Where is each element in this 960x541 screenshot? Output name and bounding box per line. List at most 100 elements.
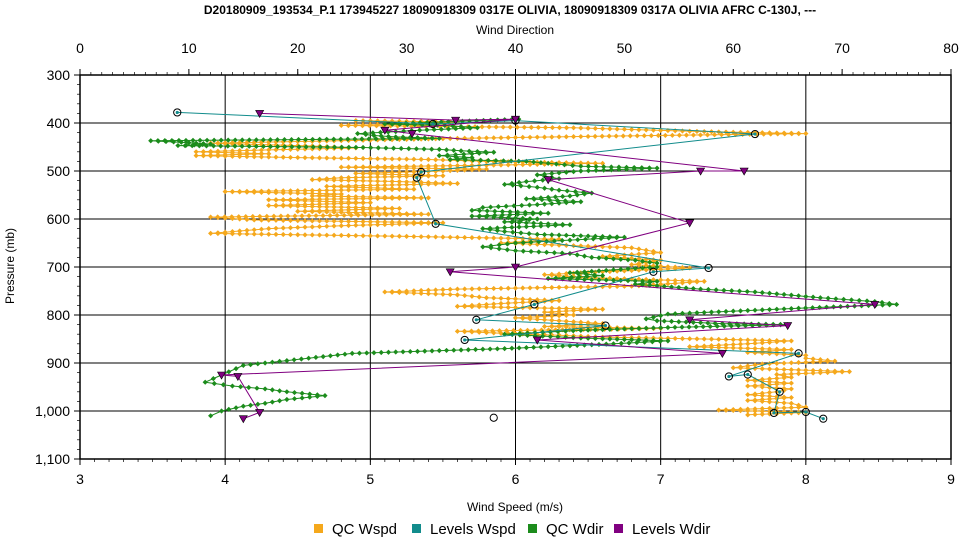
data-point [534,231,540,237]
data-point [316,223,323,230]
data-point [462,303,468,310]
data-point [313,354,319,360]
data-point [299,395,305,401]
data-point [310,136,316,143]
data-point [451,147,457,153]
data-point [296,144,302,150]
data-point [355,130,361,137]
data-point [723,308,729,315]
data-point [541,134,548,140]
data-point [650,127,657,133]
data-point [574,192,580,198]
data-point [781,366,787,373]
data-point [407,130,417,139]
data-point [417,127,423,133]
data-point [491,162,497,168]
data-point [389,186,395,193]
data-point [796,131,802,137]
data-point [788,371,794,377]
data-point [603,255,609,261]
data-point [694,279,700,285]
data-point [578,233,584,239]
data-point [208,413,214,419]
data-point [285,213,291,219]
data-point [744,288,750,295]
data-point [309,224,315,230]
data-point [425,165,431,171]
data-point [613,235,620,241]
data-point [730,341,736,348]
data-point [483,304,490,310]
data-point [505,285,511,291]
data-point [512,240,519,246]
data-point [592,335,598,342]
data-point-core [706,266,711,270]
data-point [429,146,435,152]
data-point [596,268,602,274]
data-point [222,189,228,195]
data-point [454,234,461,240]
data-point [389,121,395,127]
data-point [496,246,502,252]
data-point [251,231,257,237]
data-point [544,249,550,255]
data-point [287,154,294,161]
data-point [264,213,270,219]
data-point [225,143,231,149]
data-point [324,223,330,229]
data-point [647,279,653,285]
data-point [411,195,417,201]
data-point [665,277,671,283]
data-point [774,347,780,354]
data-point [360,200,366,206]
data-point [585,284,591,290]
data-point [532,336,542,345]
data-point [687,344,693,350]
data-point [794,349,803,358]
data-point [603,277,609,283]
data-point [561,162,568,168]
data-point [614,336,620,342]
data-point [523,196,529,202]
data-point-core [175,110,179,115]
data-point [641,133,647,139]
data-point [592,133,598,139]
data-point [600,126,606,132]
data-point [302,232,308,238]
data-point [480,244,486,250]
data-point [295,136,302,143]
data-point [694,310,700,316]
data-point [374,206,381,212]
data-point [251,217,257,223]
data-point [258,151,265,157]
data-point [295,218,301,224]
y-tick-label: 900 [47,355,71,371]
data-point [433,173,439,179]
data-point [556,187,562,193]
data-point [599,133,605,139]
data-point [539,197,545,203]
data-point [545,210,551,216]
data-point [752,289,758,295]
data-point [374,178,381,184]
data-point [345,122,351,129]
data-point [211,137,217,143]
data-point [237,153,243,160]
data-point [600,327,606,333]
data-point [728,323,734,329]
data-point [258,226,265,232]
data-point [510,263,521,272]
data-point [592,307,598,313]
data-point [759,130,765,136]
data-point-core [463,338,467,342]
data-point [620,133,626,139]
data-point [282,144,288,150]
data-point [331,232,337,238]
data-point [438,119,444,125]
data-point [353,178,359,184]
data-point [273,147,279,153]
data-point [723,342,729,348]
data-point [549,317,555,323]
data-point [469,234,475,241]
data-point [215,149,221,155]
